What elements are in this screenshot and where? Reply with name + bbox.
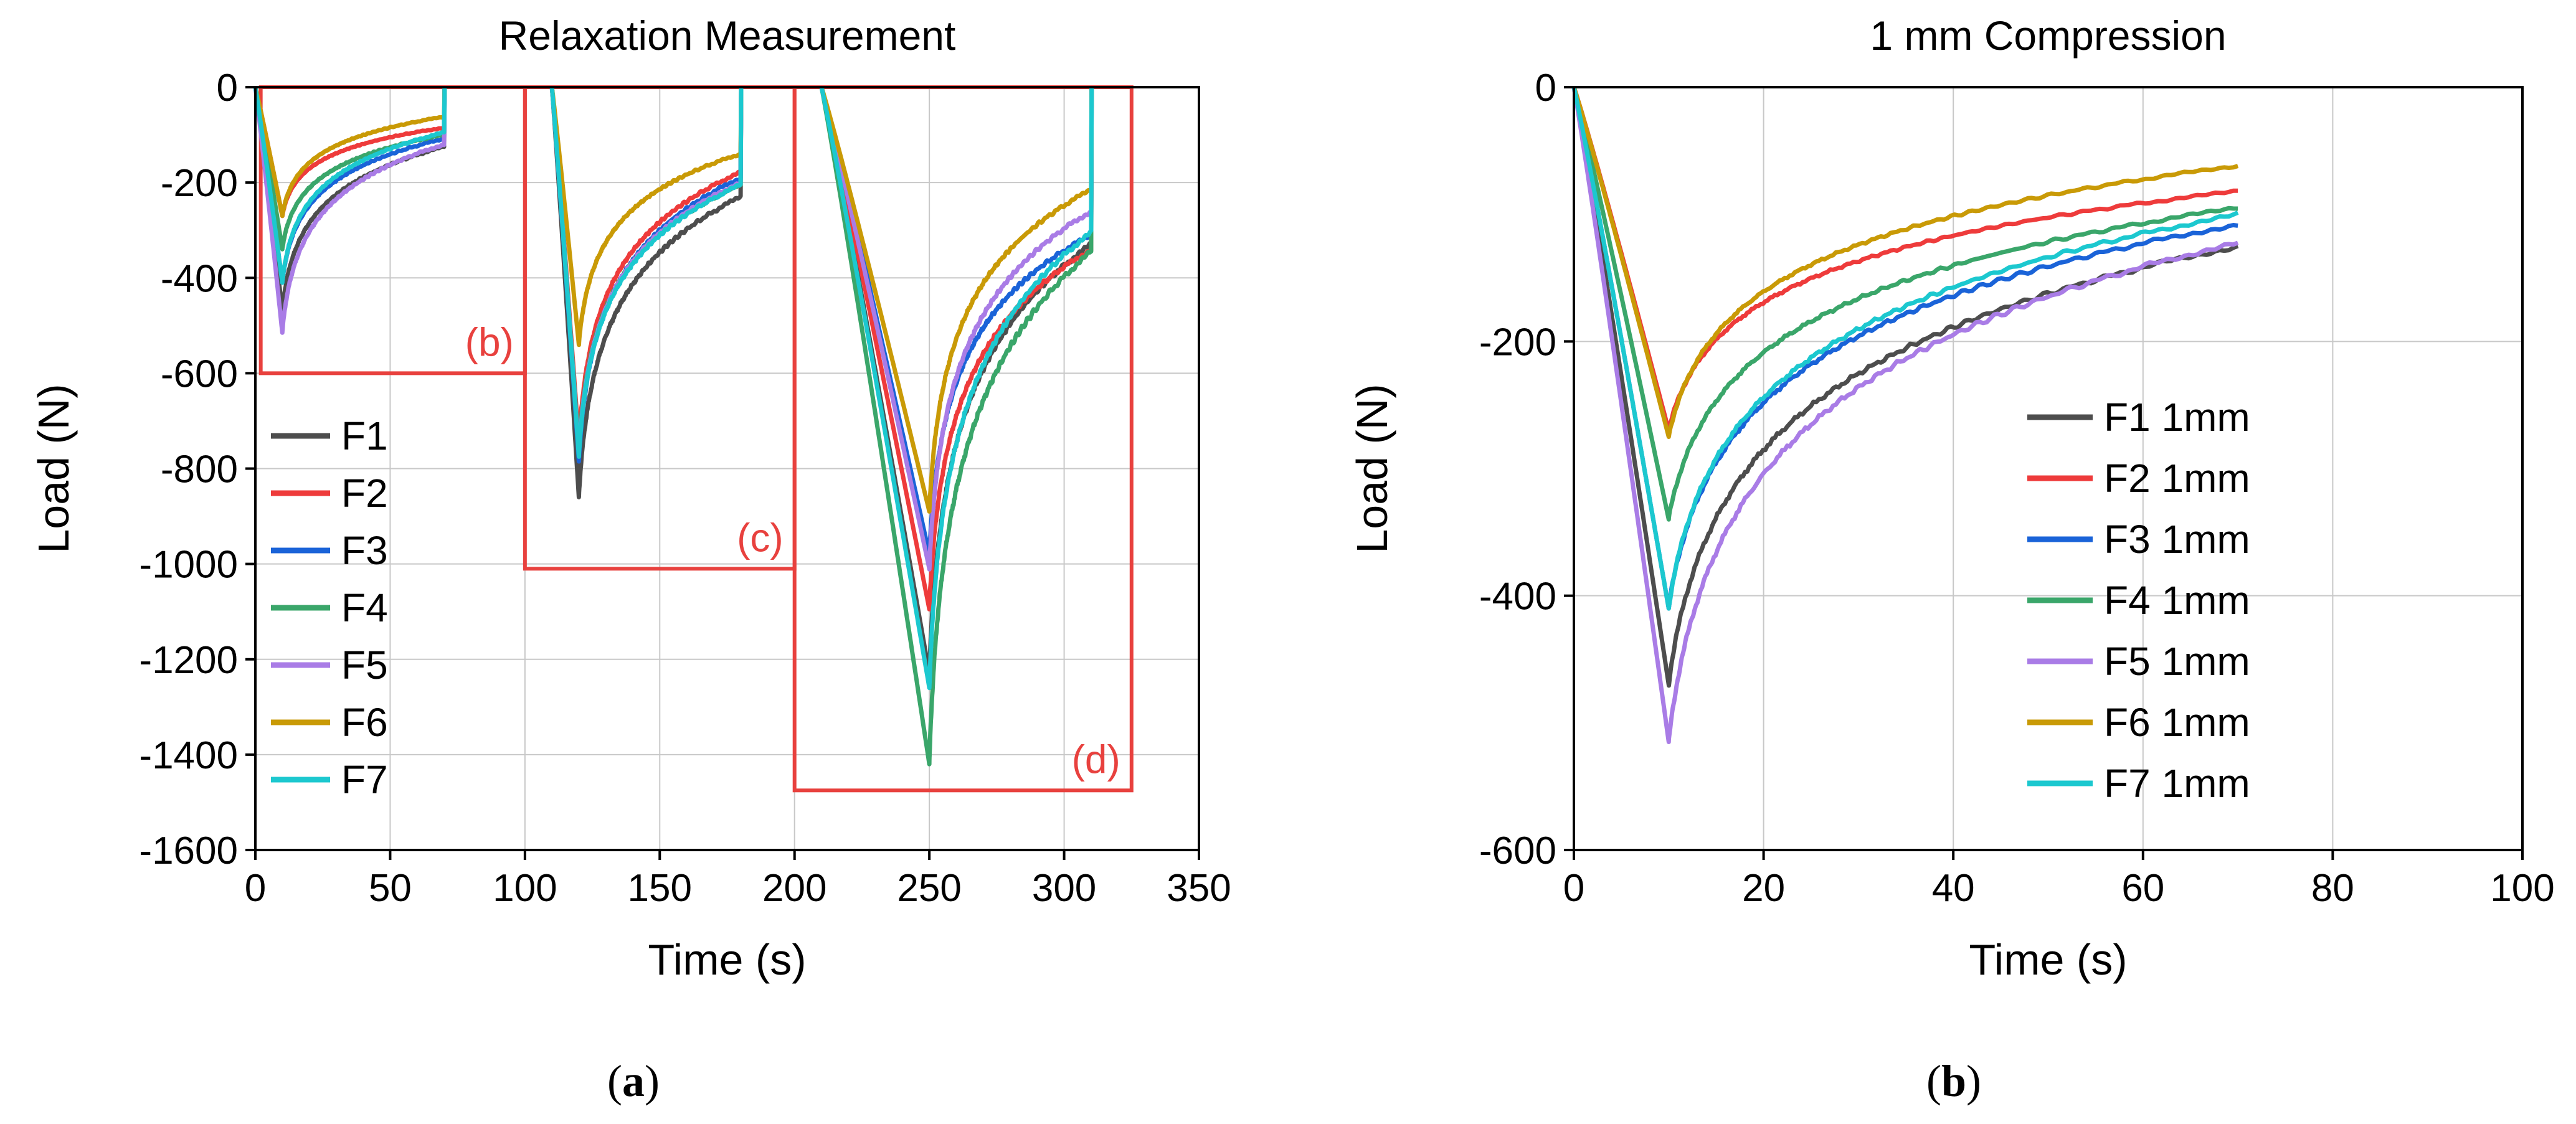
a-x-axis-label: Time (s) — [648, 935, 806, 984]
a-x-tick-label: 150 — [628, 867, 692, 910]
b-legend-label: F5 1mm — [2104, 639, 2250, 684]
a-series-F6 — [253, 86, 1094, 514]
a-series-line-F6 — [819, 86, 1094, 514]
b-y-tick-label: 0 — [1535, 67, 1556, 110]
b-plot-frame — [1573, 86, 2524, 851]
panel-b: 0 20 40 60 80 100 0 -200 -400 -600 1 mm Compressi… — [1348, 12, 2555, 984]
a-series-line-F4 — [819, 87, 1094, 767]
b-series-line-F7-1mm — [1571, 87, 2239, 611]
a-series-line-F5 — [819, 87, 1094, 572]
b-y-axis-label: Load (N) — [1348, 384, 1396, 553]
caption-b-close: ) — [1966, 1056, 1981, 1106]
a-y-tick-label: -1400 — [139, 734, 238, 777]
a-x-tick-label: 50 — [369, 867, 412, 910]
caption-b-open: ( — [1926, 1056, 1941, 1106]
a-x-tick-label: 300 — [1032, 867, 1096, 910]
a-region-boxes: (b) (c) (d) — [258, 85, 1134, 793]
a-series-F7 — [253, 87, 1094, 691]
a-region-label: (c) — [737, 515, 784, 560]
b-gridlines — [1574, 87, 2522, 850]
caption-a-letter: a — [622, 1056, 645, 1106]
a-series-line-F2 — [819, 87, 1094, 612]
b-axis-ticks: 0 20 40 60 80 100 0 -200 -400 -600 — [1479, 67, 2555, 910]
b-series-line-F4-1mm — [1571, 87, 2238, 522]
b-x-tick-label: 20 — [1742, 867, 1785, 910]
a-legend-label: F7 — [341, 757, 388, 802]
a-region-label: (b) — [465, 319, 514, 364]
a-series-line-F5 — [253, 87, 447, 335]
caption-a-close: ) — [645, 1056, 660, 1106]
a-chart-title: Relaxation Measurement — [499, 12, 956, 59]
b-y-tick-label: -600 — [1479, 829, 1556, 872]
a-legend-label: F1 — [341, 413, 388, 458]
b-x-tick-label: 100 — [2490, 867, 2554, 910]
b-legend-label: F4 1mm — [2104, 578, 2250, 623]
a-y-tick-label: -800 — [161, 448, 238, 491]
a-series-line-F6 — [549, 87, 744, 347]
a-legend-label: F6 — [341, 700, 388, 745]
a-x-tick-label: 0 — [245, 867, 266, 910]
caption-a-open: ( — [607, 1056, 622, 1106]
a-region-label: (d) — [1072, 737, 1120, 782]
caption-b-letter: b — [1941, 1056, 1966, 1106]
a-y-tick-label: -1200 — [139, 639, 238, 682]
b-legend-label: F1 1mm — [2104, 395, 2250, 440]
caption-b: (b) — [1926, 1056, 1981, 1106]
a-legend: F1 F2 F3 F4 F5 F6 F7 — [271, 413, 388, 802]
b-legend-label: F2 1mm — [2104, 456, 2250, 501]
b-series-group — [1571, 86, 2239, 744]
a-y-tick-label: 0 — [217, 67, 238, 110]
a-y-tick-label: -600 — [161, 352, 238, 395]
b-y-tick-label: -200 — [1479, 321, 1556, 364]
panel-a: (b) (c) (d) 0 50 100 150 200 250 300 350 0 -200 -400… — [29, 12, 1231, 984]
a-x-tick-label: 200 — [762, 867, 826, 910]
a-series-line-F6 — [253, 86, 447, 219]
a-axis-ticks: 0 50 100 150 200 250 300 350 0 -200 -400 -600 -800 -1… — [139, 67, 1231, 910]
a-series-group — [253, 86, 1094, 767]
b-x-tick-label: 80 — [2311, 867, 2354, 910]
a-y-tick-label: -200 — [161, 162, 238, 205]
b-series-line-F2-1mm — [1571, 86, 2238, 433]
a-series-line-F7 — [549, 87, 744, 459]
a-legend-label: F3 — [341, 528, 388, 573]
a-x-tick-label: 250 — [897, 867, 961, 910]
a-series-line-F7 — [253, 87, 447, 285]
b-x-tick-label: 60 — [2121, 867, 2164, 910]
b-x-tick-label: 40 — [1932, 867, 1975, 910]
b-chart-title: 1 mm Compression — [1870, 12, 2226, 59]
b-y-tick-label: -400 — [1479, 575, 1556, 618]
a-x-tick-label: 100 — [493, 867, 557, 910]
a-x-tick-label: 350 — [1167, 867, 1231, 910]
a-y-tick-label: -1600 — [139, 829, 238, 872]
b-series-line-F6-1mm — [1571, 86, 2239, 439]
b-x-axis-label: Time (s) — [1969, 935, 2127, 984]
a-series-line-F7 — [819, 87, 1094, 691]
a-gridlines — [255, 87, 1199, 850]
b-legend-label: F7 1mm — [2104, 761, 2250, 806]
a-legend-label: F4 — [341, 585, 388, 630]
caption-a: (a) — [607, 1056, 660, 1106]
b-legend-label: F3 1mm — [2104, 517, 2250, 562]
a-y-tick-label: -1000 — [139, 544, 238, 587]
a-legend-label: F5 — [341, 643, 388, 687]
b-series-line-F5-1mm — [1571, 87, 2239, 744]
b-legend-label: F6 1mm — [2104, 700, 2250, 745]
a-y-axis-label: Load (N) — [29, 384, 78, 553]
a-legend-label: F2 — [341, 471, 388, 516]
b-x-tick-label: 0 — [1563, 867, 1584, 910]
a-series-line-F2 — [253, 86, 447, 219]
b-legend: F1 1mm F2 1mm F3 1mm F4 1mm F5 1mm F6 1mm F7 1… — [2027, 395, 2250, 806]
a-y-tick-label: -400 — [161, 257, 238, 300]
b-series-line-F1-1mm — [1571, 87, 2239, 688]
